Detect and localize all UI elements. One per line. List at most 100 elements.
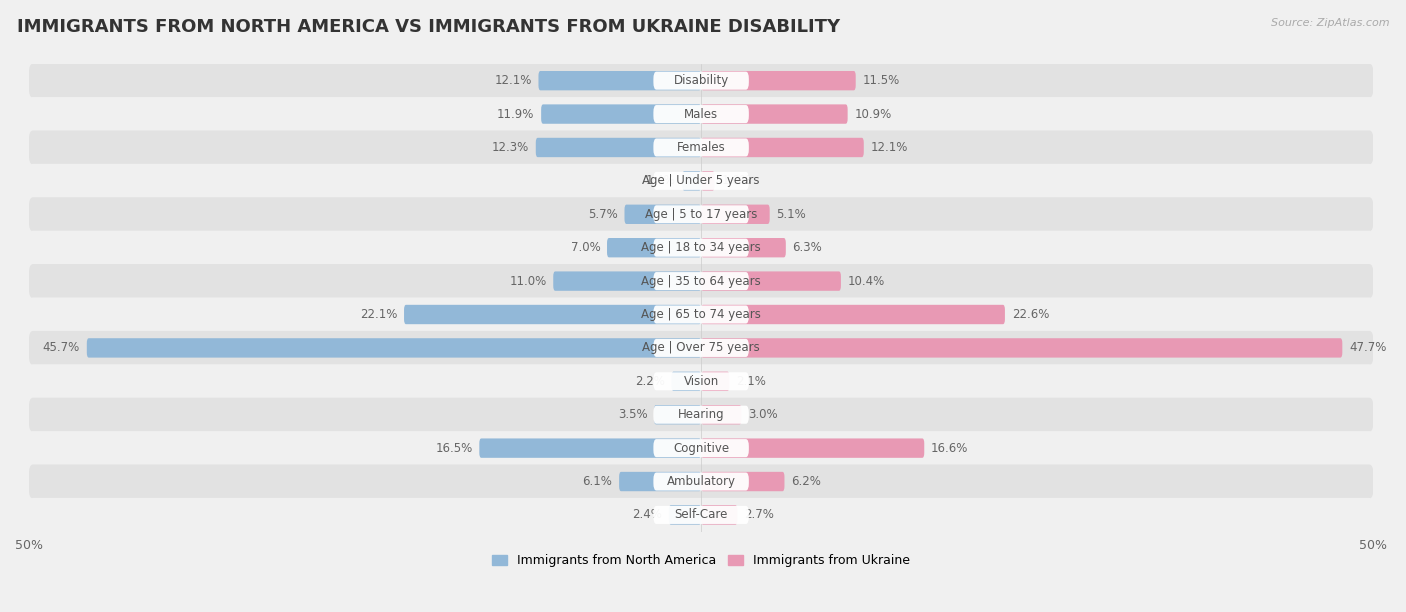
FancyBboxPatch shape	[30, 398, 1374, 431]
FancyBboxPatch shape	[30, 465, 1374, 499]
Text: 7.0%: 7.0%	[571, 241, 600, 254]
FancyBboxPatch shape	[702, 238, 786, 258]
FancyBboxPatch shape	[553, 271, 702, 291]
FancyBboxPatch shape	[702, 71, 856, 91]
FancyBboxPatch shape	[654, 72, 749, 90]
Text: Cognitive: Cognitive	[673, 442, 730, 455]
FancyBboxPatch shape	[654, 138, 749, 157]
FancyBboxPatch shape	[654, 372, 749, 390]
Text: 12.1%: 12.1%	[495, 74, 531, 87]
FancyBboxPatch shape	[654, 105, 749, 123]
Text: Disability: Disability	[673, 74, 728, 87]
FancyBboxPatch shape	[682, 171, 702, 190]
FancyBboxPatch shape	[30, 130, 1374, 165]
Text: 1.0%: 1.0%	[721, 174, 751, 187]
FancyBboxPatch shape	[654, 439, 749, 457]
Text: 22.1%: 22.1%	[360, 308, 398, 321]
FancyBboxPatch shape	[536, 138, 702, 157]
Legend: Immigrants from North America, Immigrants from Ukraine: Immigrants from North America, Immigrant…	[486, 549, 915, 572]
FancyBboxPatch shape	[30, 498, 1374, 532]
FancyBboxPatch shape	[654, 272, 749, 290]
Text: 47.7%: 47.7%	[1348, 341, 1386, 354]
FancyBboxPatch shape	[702, 371, 730, 391]
FancyBboxPatch shape	[30, 431, 1374, 465]
Text: 2.1%: 2.1%	[737, 375, 766, 388]
Text: Age | 35 to 64 years: Age | 35 to 64 years	[641, 275, 761, 288]
FancyBboxPatch shape	[654, 405, 702, 424]
FancyBboxPatch shape	[541, 105, 702, 124]
Text: 3.0%: 3.0%	[748, 408, 778, 421]
Text: Age | Over 75 years: Age | Over 75 years	[643, 341, 761, 354]
Text: Age | Under 5 years: Age | Under 5 years	[643, 174, 759, 187]
FancyBboxPatch shape	[702, 338, 1343, 357]
FancyBboxPatch shape	[654, 172, 749, 190]
FancyBboxPatch shape	[654, 472, 749, 491]
FancyBboxPatch shape	[404, 305, 702, 324]
FancyBboxPatch shape	[479, 438, 702, 458]
FancyBboxPatch shape	[654, 239, 749, 256]
Text: Self-Care: Self-Care	[675, 509, 728, 521]
FancyBboxPatch shape	[654, 305, 749, 324]
Text: Vision: Vision	[683, 375, 718, 388]
FancyBboxPatch shape	[87, 338, 702, 357]
Text: 12.3%: 12.3%	[492, 141, 529, 154]
Text: 6.2%: 6.2%	[792, 475, 821, 488]
Text: Hearing: Hearing	[678, 408, 724, 421]
Text: 2.2%: 2.2%	[636, 375, 665, 388]
FancyBboxPatch shape	[702, 305, 1005, 324]
FancyBboxPatch shape	[30, 64, 1374, 98]
FancyBboxPatch shape	[702, 506, 737, 524]
Text: 11.5%: 11.5%	[862, 74, 900, 87]
Text: 2.4%: 2.4%	[633, 509, 662, 521]
Text: 11.9%: 11.9%	[498, 108, 534, 121]
FancyBboxPatch shape	[619, 472, 702, 491]
Text: IMMIGRANTS FROM NORTH AMERICA VS IMMIGRANTS FROM UKRAINE DISABILITY: IMMIGRANTS FROM NORTH AMERICA VS IMMIGRA…	[17, 18, 839, 36]
FancyBboxPatch shape	[30, 197, 1374, 231]
FancyBboxPatch shape	[30, 231, 1374, 265]
Text: 45.7%: 45.7%	[42, 341, 80, 354]
FancyBboxPatch shape	[654, 339, 749, 357]
FancyBboxPatch shape	[654, 406, 749, 424]
FancyBboxPatch shape	[702, 472, 785, 491]
FancyBboxPatch shape	[538, 71, 702, 91]
FancyBboxPatch shape	[669, 506, 702, 524]
Text: Males: Males	[685, 108, 718, 121]
FancyBboxPatch shape	[607, 238, 702, 258]
FancyBboxPatch shape	[30, 331, 1374, 365]
Text: 6.3%: 6.3%	[793, 241, 823, 254]
FancyBboxPatch shape	[30, 364, 1374, 398]
Text: 11.0%: 11.0%	[509, 275, 547, 288]
Text: 2.7%: 2.7%	[744, 509, 775, 521]
FancyBboxPatch shape	[654, 205, 749, 223]
FancyBboxPatch shape	[672, 371, 702, 391]
Text: 6.1%: 6.1%	[582, 475, 613, 488]
Text: 16.5%: 16.5%	[436, 442, 472, 455]
Text: 10.4%: 10.4%	[848, 275, 884, 288]
Text: 22.6%: 22.6%	[1012, 308, 1049, 321]
FancyBboxPatch shape	[702, 138, 863, 157]
FancyBboxPatch shape	[30, 97, 1374, 131]
FancyBboxPatch shape	[30, 264, 1374, 298]
Text: 5.1%: 5.1%	[776, 208, 806, 221]
FancyBboxPatch shape	[702, 204, 769, 224]
FancyBboxPatch shape	[30, 164, 1374, 198]
Text: Females: Females	[676, 141, 725, 154]
Text: 10.9%: 10.9%	[855, 108, 891, 121]
Text: 3.5%: 3.5%	[617, 408, 647, 421]
FancyBboxPatch shape	[624, 204, 702, 224]
Text: Ambulatory: Ambulatory	[666, 475, 735, 488]
Text: 16.6%: 16.6%	[931, 442, 969, 455]
FancyBboxPatch shape	[702, 405, 741, 424]
FancyBboxPatch shape	[702, 171, 714, 190]
Text: 12.1%: 12.1%	[870, 141, 908, 154]
Text: Source: ZipAtlas.com: Source: ZipAtlas.com	[1271, 18, 1389, 28]
FancyBboxPatch shape	[702, 105, 848, 124]
FancyBboxPatch shape	[702, 271, 841, 291]
Text: 1.4%: 1.4%	[645, 174, 675, 187]
Text: Age | 18 to 34 years: Age | 18 to 34 years	[641, 241, 761, 254]
Text: Age | 5 to 17 years: Age | 5 to 17 years	[645, 208, 758, 221]
Text: Age | 65 to 74 years: Age | 65 to 74 years	[641, 308, 761, 321]
FancyBboxPatch shape	[30, 297, 1374, 332]
FancyBboxPatch shape	[702, 438, 924, 458]
FancyBboxPatch shape	[654, 506, 749, 524]
